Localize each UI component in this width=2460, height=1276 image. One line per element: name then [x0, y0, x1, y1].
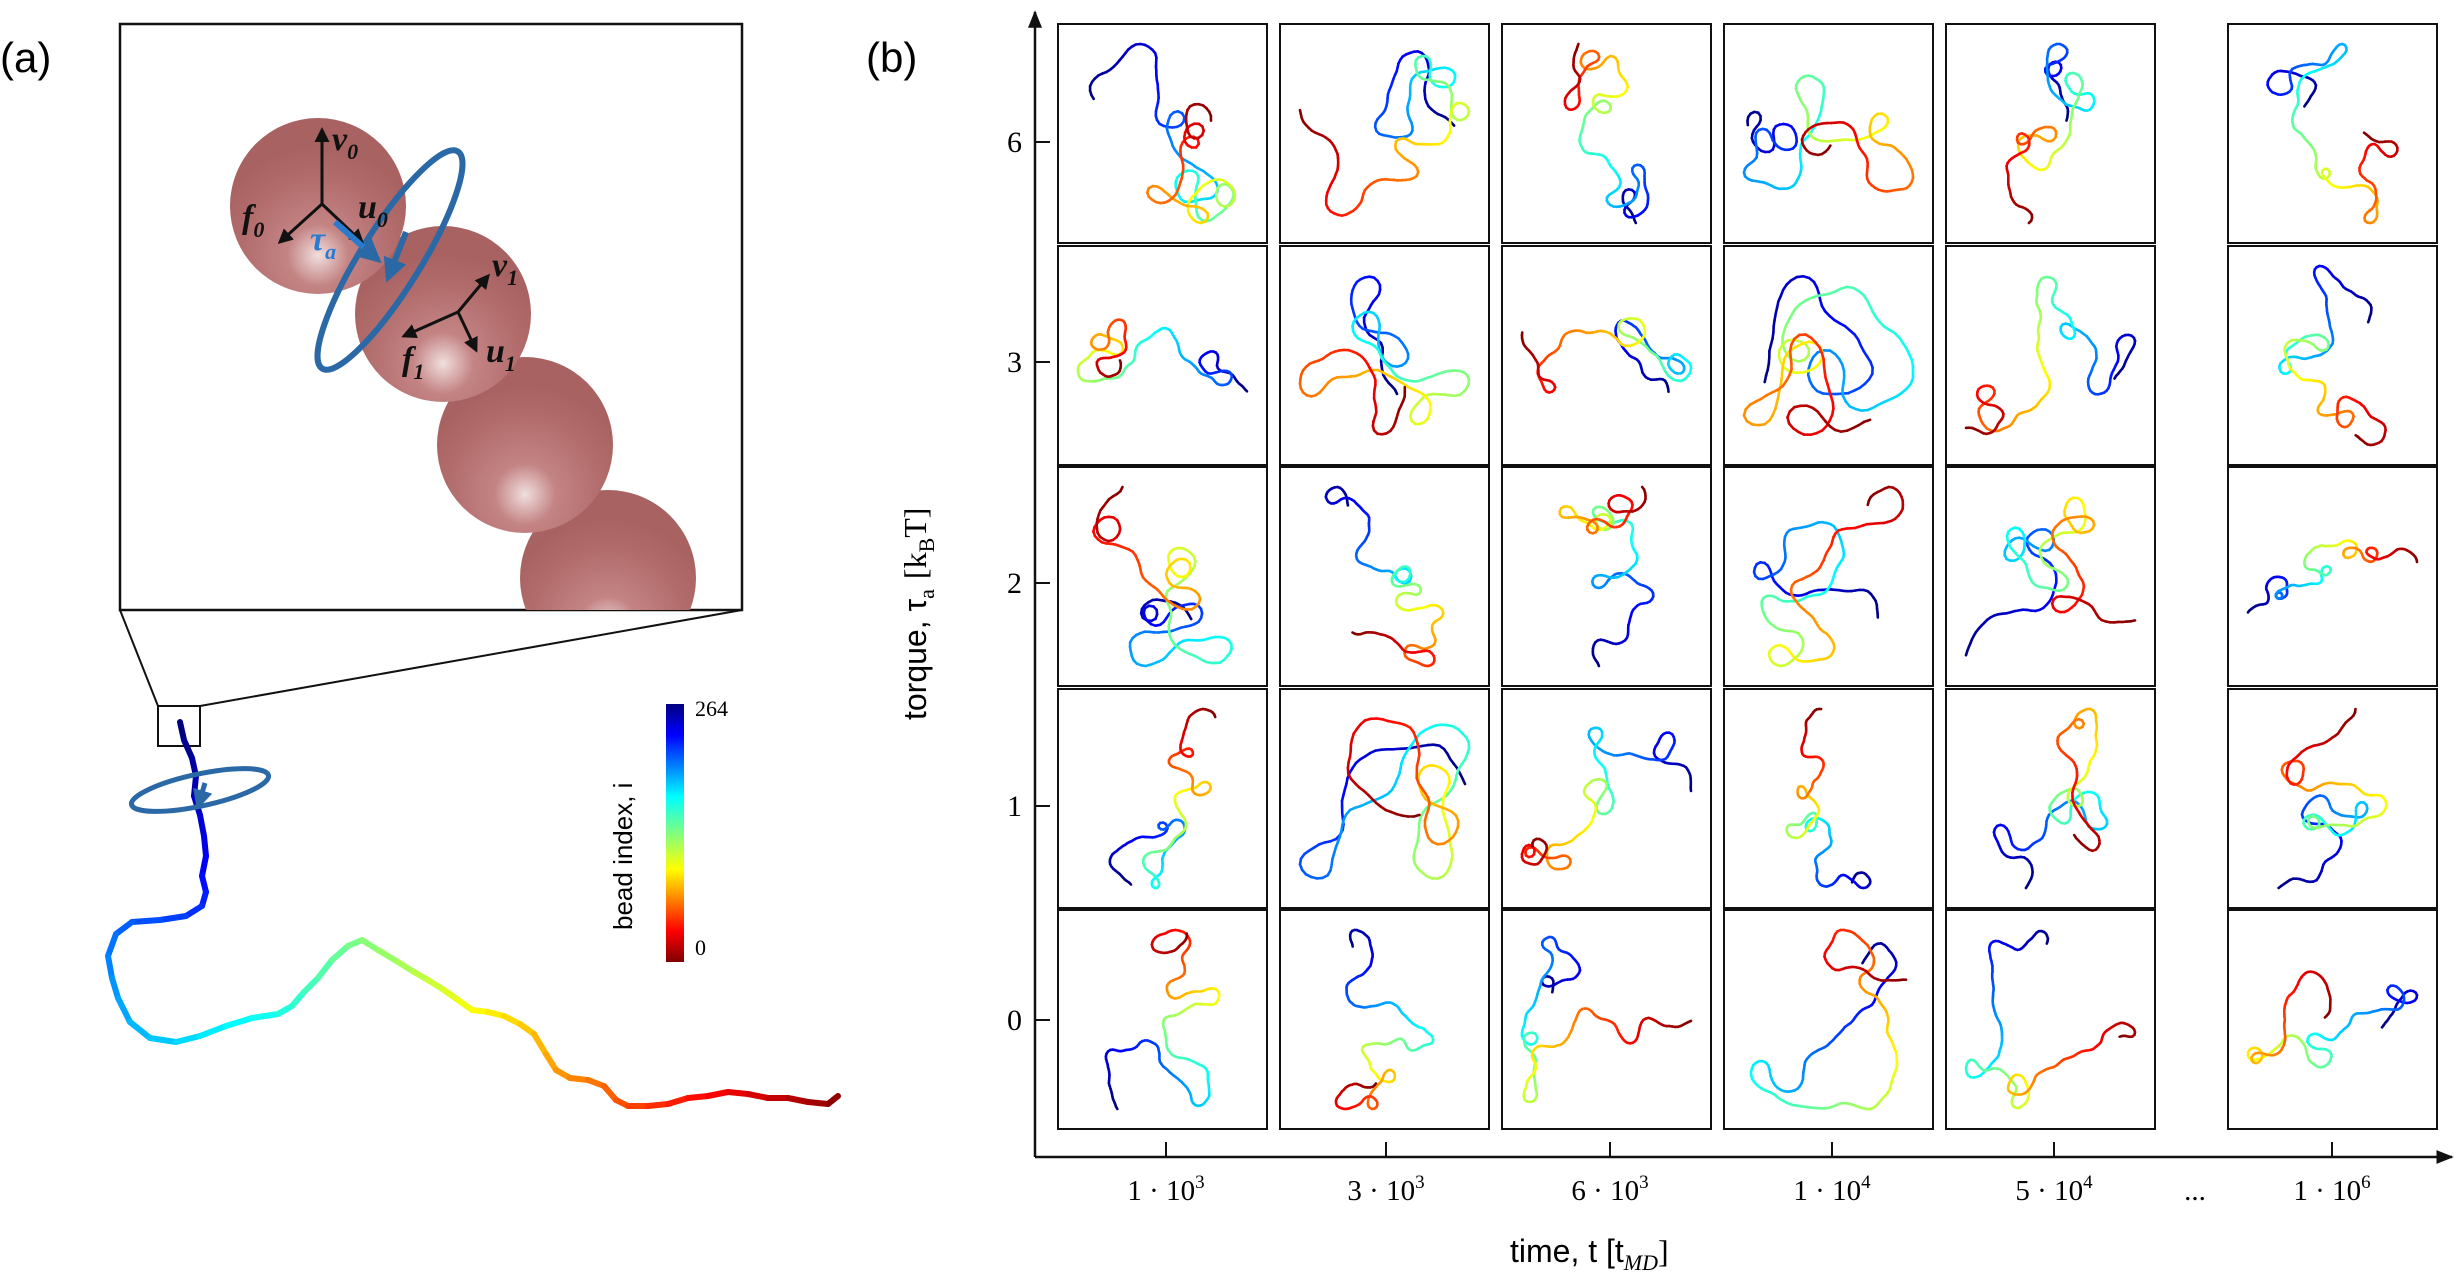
y-ticks: 6 3 2 1 0	[1007, 126, 1050, 1037]
trajectory-cell-torque-0-time-50000	[1945, 909, 2156, 1130]
label-u1: u1	[486, 333, 516, 376]
x-tick-1e6: 1 · 106	[2293, 1172, 2370, 1207]
trajectory-cell-torque-1-time-3000	[1279, 688, 1490, 909]
trajectory-cell-torque-3-time-50000	[1945, 245, 2156, 466]
trajectory-cell-torque-1-time-1000	[1057, 688, 1268, 909]
frame-0-arrows	[277, 127, 365, 245]
trajectory-cell-torque-1-time-1000000	[2227, 688, 2438, 909]
colorbar-max: 264	[695, 696, 728, 721]
trajectory-cell-torque-0-time-6000	[1501, 909, 1712, 1130]
colorbar: 264 0 bead index, i	[608, 696, 728, 962]
zoom-inset: v0 f0 u0 τa v1 f1 u1	[118, 22, 744, 612]
trajectory-cell-torque-1-time-10000	[1723, 688, 1934, 909]
y-tick-2: 2	[1007, 567, 1022, 600]
trajectory-cell-torque-2-time-10000	[1723, 466, 1934, 687]
y-axis-label: torque, τa[kBT]	[897, 508, 939, 720]
trajectory-cell-torque-6-time-3000	[1279, 23, 1490, 244]
trajectory-cell-torque-0-time-3000	[1279, 909, 1490, 1130]
polymer-chain	[105, 719, 841, 1109]
main-torque-ring	[128, 766, 272, 814]
trajectory-grid	[1057, 23, 2438, 1130]
trajectory-cell-torque-3-time-1000	[1057, 245, 1268, 466]
x-ellipsis: ...	[2184, 1175, 2206, 1207]
frame-1-arrows	[401, 273, 490, 353]
label-v1: v1	[492, 247, 518, 290]
trajectory-cell-torque-0-time-10000	[1723, 909, 1934, 1130]
label-tau-a: τa	[310, 221, 336, 264]
x-axis-label: time, t [tMD]	[1510, 1233, 1669, 1275]
y-tick-6: 6	[1007, 126, 1022, 159]
trajectory-cell-torque-6-time-1000	[1057, 23, 1268, 244]
bead-2	[437, 357, 613, 533]
colorbar-min: 0	[695, 935, 706, 960]
x-tick-5e4: 5 · 104	[2015, 1172, 2093, 1207]
trajectory-cell-torque-2-time-3000	[1279, 466, 1490, 687]
trajectory-cell-torque-6-time-50000	[1945, 23, 2156, 244]
panel-b-label: (b)	[866, 34, 917, 81]
trajectory-cell-torque-1-time-6000	[1501, 688, 1712, 909]
trajectory-cell-torque-3-time-3000	[1279, 245, 1490, 466]
trajectory-cell-torque-2-time-1000	[1057, 466, 1268, 687]
axes	[1028, 10, 2454, 1164]
panel-a-label: (a)	[0, 34, 51, 81]
x-tick-6e3: 6 · 103	[1571, 1172, 1648, 1207]
colorbar-title: bead index, i	[608, 783, 638, 930]
trajectory-cell-torque-6-time-6000	[1501, 23, 1712, 244]
y-tick-0: 0	[1007, 1004, 1022, 1037]
label-f1: f1	[402, 341, 424, 384]
trajectory-cell-torque-0-time-1000000	[2227, 909, 2438, 1130]
trajectory-cell-torque-3-time-1000000	[2227, 245, 2438, 466]
trajectory-cell-torque-1-time-50000	[1945, 688, 2156, 909]
trajectory-cell-torque-2-time-1000000	[2227, 466, 2438, 687]
label-f0: f0	[242, 199, 264, 242]
zoom-connector	[119, 609, 743, 747]
trajectory-cell-torque-2-time-6000	[1501, 466, 1712, 687]
trajectory-cell-torque-0-time-1000	[1057, 909, 1268, 1130]
trajectory-cell-torque-6-time-1000000	[2227, 23, 2438, 244]
x-ticks: 1 · 103 3 · 103 6 · 103 1 · 104 5 · 104 …	[1127, 1142, 2371, 1207]
x-tick-1e3: 1 · 103	[1127, 1172, 1204, 1207]
trajectory-cell-torque-6-time-10000	[1723, 23, 1934, 244]
x-tick-1e4: 1 · 104	[1793, 1172, 1871, 1207]
x-tick-3e3: 3 · 103	[1347, 1172, 1424, 1207]
label-v0: v0	[332, 121, 358, 164]
y-tick-3: 3	[1007, 346, 1022, 379]
trajectory-cell-torque-3-time-10000	[1723, 245, 1934, 466]
y-tick-1: 1	[1007, 790, 1022, 823]
trajectory-cell-torque-2-time-50000	[1945, 466, 2156, 687]
tau-arrow	[333, 219, 382, 264]
label-u0: u0	[358, 189, 388, 232]
trajectory-cell-torque-3-time-6000	[1501, 245, 1712, 466]
